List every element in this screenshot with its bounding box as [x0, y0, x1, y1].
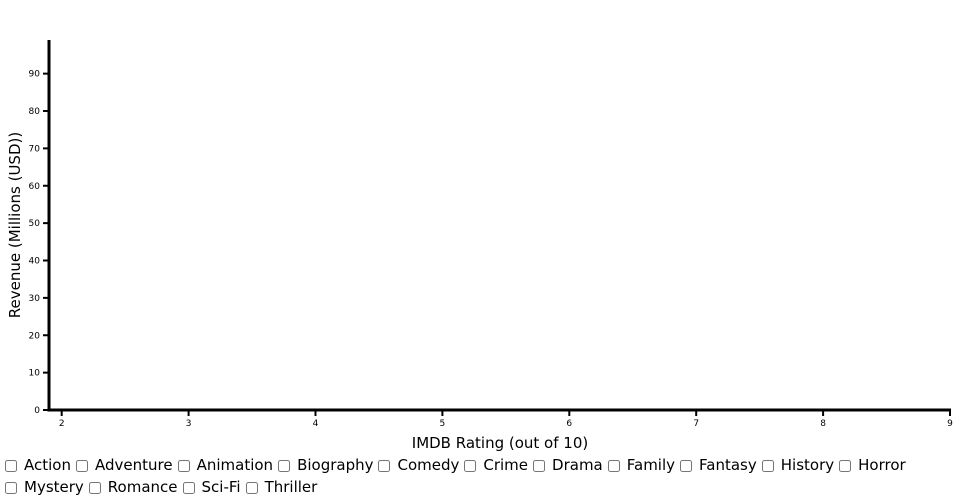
genre-checkbox[interactable]	[75, 459, 88, 472]
genre-filter-sci-fi[interactable]: Sci-Fi	[182, 477, 241, 498]
y-tick-label: 70	[29, 144, 41, 154]
genre-filter-thriller[interactable]: Thriller	[245, 477, 318, 498]
genre-label: Horror	[858, 456, 906, 474]
y-tick-label: 30	[29, 294, 41, 304]
genre-checkbox[interactable]	[278, 459, 291, 472]
genre-checkbox[interactable]	[182, 481, 195, 494]
genre-checkbox[interactable]	[245, 481, 258, 494]
genre-filter-action[interactable]: Action	[4, 455, 71, 476]
x-tick-label: 8	[820, 419, 826, 429]
genre-filter-romance[interactable]: Romance	[88, 477, 178, 498]
x-tick-label: 4	[313, 419, 319, 429]
genre-filter-list: Action Adventure Animation Biography Comedy C…	[4, 455, 956, 498]
x-tick-label: 6	[566, 419, 572, 429]
x-tick-label: 2	[59, 419, 65, 429]
genre-label: Drama	[552, 456, 603, 474]
genre-filter-biography[interactable]: Biography	[277, 455, 373, 476]
genre-checkbox[interactable]	[533, 459, 546, 472]
genre-filter-mystery[interactable]: Mystery	[4, 477, 84, 498]
genre-checkbox[interactable]	[88, 481, 101, 494]
genre-filter-crime[interactable]: Crime	[463, 455, 528, 476]
genre-label: Fantasy	[699, 456, 757, 474]
y-axis-ticks: 0 10 20 30 40 50 60 70 80 90	[29, 70, 49, 416]
genre-label: Comedy	[397, 456, 460, 474]
genre-checkbox[interactable]	[378, 459, 391, 472]
genre-checkbox[interactable]	[5, 481, 17, 494]
genre-label: Family	[626, 456, 676, 474]
genre-label: Adventure	[94, 456, 173, 474]
genre-filter-horror[interactable]: Horror	[838, 455, 906, 476]
genre-label: Action	[24, 456, 71, 474]
y-tick-label: 20	[29, 331, 41, 341]
genre-label: Biography	[297, 456, 374, 474]
genre-checkbox[interactable]	[464, 459, 477, 472]
genre-checkbox[interactable]	[5, 459, 17, 472]
genre-label: Animation	[196, 456, 274, 474]
y-tick-label: 40	[29, 257, 41, 267]
genre-filter-history[interactable]: History	[761, 455, 834, 476]
x-tick-label: 3	[186, 419, 192, 429]
genre-label: Crime	[483, 456, 529, 474]
genre-label: Sci-Fi	[201, 478, 241, 496]
y-tick-label: 60	[29, 182, 41, 192]
genre-filter-adventure[interactable]: Adventure	[75, 455, 173, 476]
x-tick-label: 5	[440, 419, 446, 429]
y-axis-label: Revenue (Millions (USD))	[6, 132, 24, 318]
y-tick-label: 80	[29, 107, 41, 117]
genre-label: Romance	[107, 478, 178, 496]
genre-checkbox[interactable]	[761, 459, 774, 472]
x-tick-label: 9	[947, 419, 953, 429]
genre-filter-drama[interactable]: Drama	[532, 455, 603, 476]
genre-filter-family[interactable]: Family	[607, 455, 675, 476]
genre-checkbox[interactable]	[177, 459, 190, 472]
genre-checkbox[interactable]	[680, 459, 693, 472]
genre-filter-fantasy[interactable]: Fantasy	[679, 455, 757, 476]
x-tick-label: 7	[693, 419, 699, 429]
genre-label: History	[780, 456, 835, 474]
x-axis-label: IMDB Rating (out of 10)	[412, 434, 588, 452]
y-tick-label: 50	[29, 219, 41, 229]
y-tick-label: 90	[29, 70, 41, 80]
genre-checkbox[interactable]	[839, 459, 852, 472]
y-tick-label: 10	[29, 369, 41, 379]
scatter-chart: 0 10 20 30 40 50 60 70 80 90 2 3 4 5 6 7 8 9 Revenue (Mi…	[6, 40, 953, 452]
genre-filter-comedy[interactable]: Comedy	[377, 455, 459, 476]
genre-label: Mystery	[24, 478, 84, 496]
x-axis-ticks: 2 3 4 5 6 7 8 9	[59, 410, 953, 429]
y-tick-label: 0	[34, 406, 40, 416]
genre-checkbox[interactable]	[607, 459, 620, 472]
genre-label: Thriller	[264, 478, 318, 496]
genre-filter-animation[interactable]: Animation	[177, 455, 273, 476]
